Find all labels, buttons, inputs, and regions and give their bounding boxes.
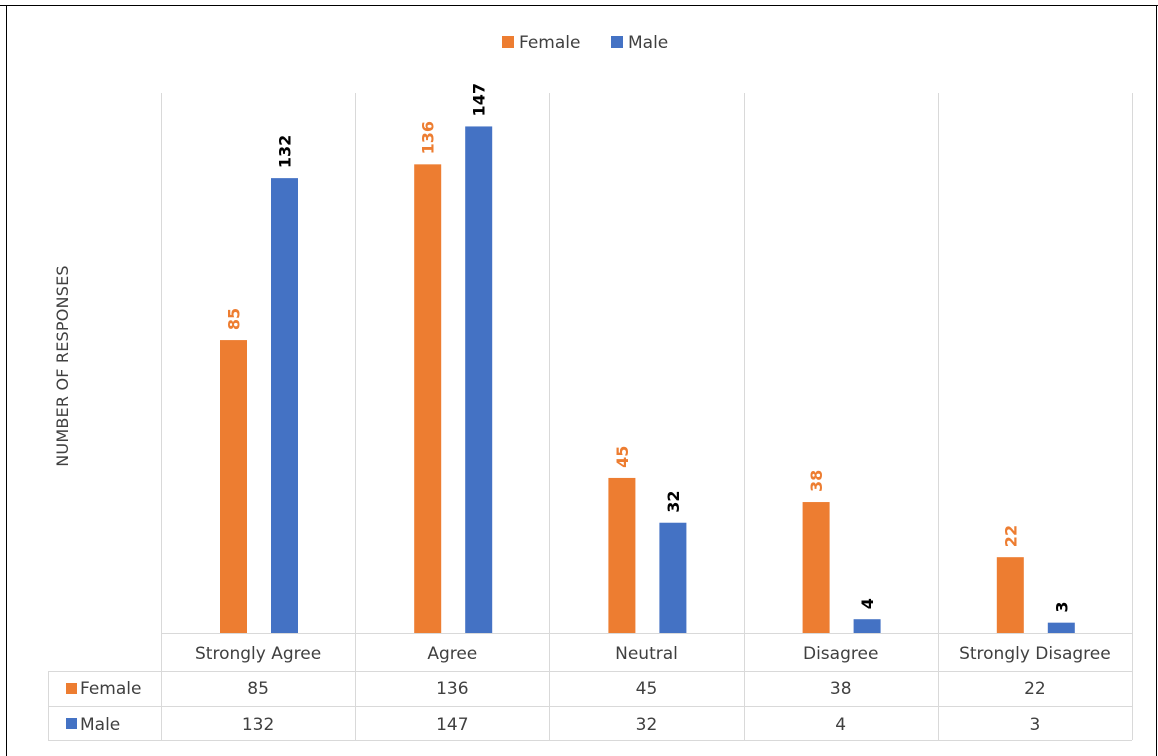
- table-cell-male-neutral: 32: [636, 715, 658, 735]
- legend-swatch-female: [502, 36, 514, 48]
- legend-label-male: Male: [628, 33, 668, 53]
- data-label-female-strongly-agree: 85: [225, 308, 244, 330]
- table-cell-female-neutral: 45: [636, 679, 658, 699]
- table-cell-female-disagree: 38: [830, 679, 852, 699]
- data-label-male-strongly-agree: 132: [276, 135, 295, 168]
- table-cell-male-strongly-disagree: 3: [1029, 715, 1040, 735]
- data-label-male-agree: 147: [470, 83, 489, 116]
- bar-male-neutral: [659, 522, 687, 633]
- table-legend-swatch-female: [66, 683, 77, 694]
- legend-swatch-male: [611, 36, 623, 48]
- data-table: Strongly Agree Agree Neutral Disagree Strong…: [48, 633, 1132, 741]
- table-series-label-female: Female: [80, 679, 141, 699]
- table-cell-male-agree: 147: [436, 715, 468, 735]
- table-cell-female-strongly-agree: 85: [247, 679, 269, 699]
- category-label-strongly-disagree: Strongly Disagree: [959, 644, 1111, 664]
- data-label-male-neutral: 32: [664, 490, 683, 512]
- category-label-agree: Agree: [427, 644, 477, 664]
- bar-female-agree: [414, 164, 442, 633]
- legend: Female Male: [502, 33, 668, 53]
- table-legend-swatch-male: [66, 718, 77, 729]
- data-label-female-strongly-disagree: 22: [1001, 525, 1020, 547]
- table-series-label-male: Male: [80, 715, 120, 735]
- bar-female-strongly-agree: [220, 340, 247, 633]
- bar-male-disagree: [853, 619, 881, 633]
- data-labels: 85 136 45 38 22 132 147 32 4 3: [225, 83, 1072, 613]
- y-axis-label: NUMBER OF RESPONSES: [53, 265, 72, 466]
- bar-female-disagree: [802, 502, 830, 633]
- bar-male-strongly-disagree: [1047, 622, 1075, 633]
- data-label-male-strongly-disagree: 3: [1052, 602, 1071, 613]
- category-separators: [161, 93, 1133, 740]
- data-label-female-neutral: 45: [613, 446, 632, 468]
- data-label-female-agree: 136: [419, 121, 438, 154]
- category-label-disagree: Disagree: [803, 644, 878, 664]
- data-label-male-disagree: 4: [858, 598, 877, 609]
- data-label-female-disagree: 38: [807, 470, 826, 492]
- table-cell-female-agree: 136: [436, 679, 468, 699]
- category-label-strongly-agree: Strongly Agree: [195, 644, 321, 664]
- bar-female-neutral: [608, 477, 636, 633]
- table-cell-female-strongly-disagree: 22: [1024, 679, 1046, 699]
- table-cell-male-strongly-agree: 132: [242, 715, 274, 735]
- category-label-neutral: Neutral: [615, 644, 678, 664]
- bar-male-agree: [465, 126, 493, 634]
- bar-female-strongly-disagree: [996, 557, 1024, 633]
- bars: [220, 126, 1075, 634]
- table-cell-male-disagree: 4: [835, 715, 846, 735]
- legend-label-female: Female: [519, 33, 580, 53]
- bar-male-strongly-agree: [271, 178, 298, 634]
